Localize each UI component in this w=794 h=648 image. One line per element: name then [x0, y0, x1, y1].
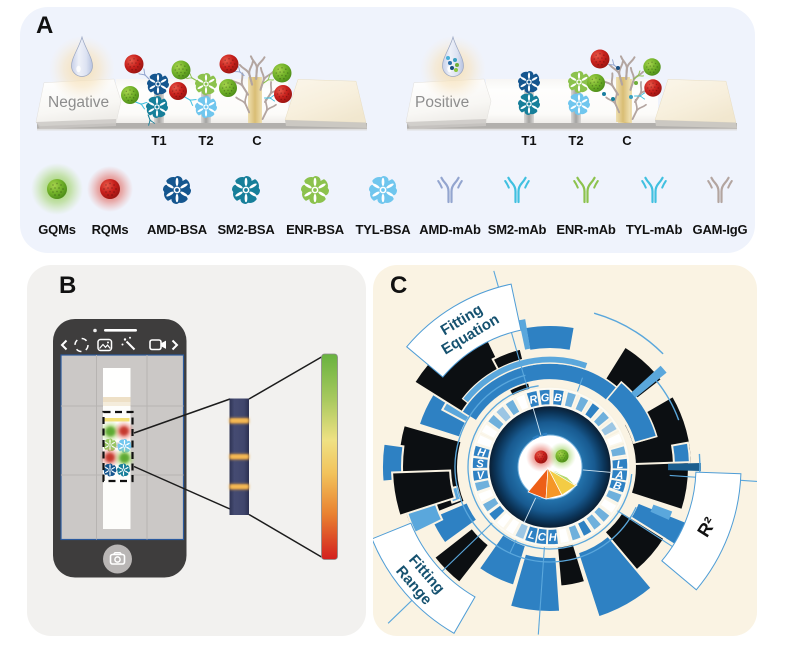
svg-text:AMD-mAb: AMD-mAb: [419, 222, 481, 237]
svg-text:SM2-BSA: SM2-BSA: [217, 222, 275, 237]
svg-text:C: C: [537, 531, 547, 544]
svg-text:L: L: [616, 459, 623, 471]
svg-text:G: G: [540, 392, 550, 405]
svg-text:B: B: [553, 392, 562, 405]
svg-text:C: C: [622, 133, 632, 148]
svg-text:ENR-BSA: ENR-BSA: [286, 222, 345, 237]
svg-text:B: B: [59, 272, 76, 299]
svg-text:T1: T1: [151, 133, 166, 148]
svg-text:B: B: [612, 480, 623, 494]
svg-text:RQMs: RQMs: [92, 222, 129, 237]
svg-text:S: S: [476, 458, 485, 470]
svg-text:H: H: [549, 532, 558, 544]
svg-text:AMD-BSA: AMD-BSA: [147, 222, 208, 237]
svg-text:A: A: [36, 12, 53, 39]
svg-text:GAM-IgG: GAM-IgG: [693, 222, 748, 237]
svg-text:T2: T2: [568, 133, 583, 148]
svg-text:GQMs: GQMs: [38, 222, 75, 237]
svg-text:TYL-BSA: TYL-BSA: [356, 222, 412, 237]
svg-text:T2: T2: [198, 133, 213, 148]
svg-text:TYL-mAb: TYL-mAb: [626, 222, 683, 237]
svg-text:T1: T1: [521, 133, 536, 148]
svg-text:C: C: [252, 133, 262, 148]
svg-text:A: A: [614, 469, 624, 482]
svg-text:L: L: [527, 529, 537, 542]
svg-text:H: H: [476, 446, 487, 460]
svg-text:C: C: [390, 272, 407, 299]
svg-text:ENR-mAb: ENR-mAb: [556, 222, 616, 237]
svg-text:R: R: [528, 393, 539, 407]
svg-text:SM2-mAb: SM2-mAb: [488, 222, 547, 237]
svg-text:V: V: [476, 469, 486, 482]
